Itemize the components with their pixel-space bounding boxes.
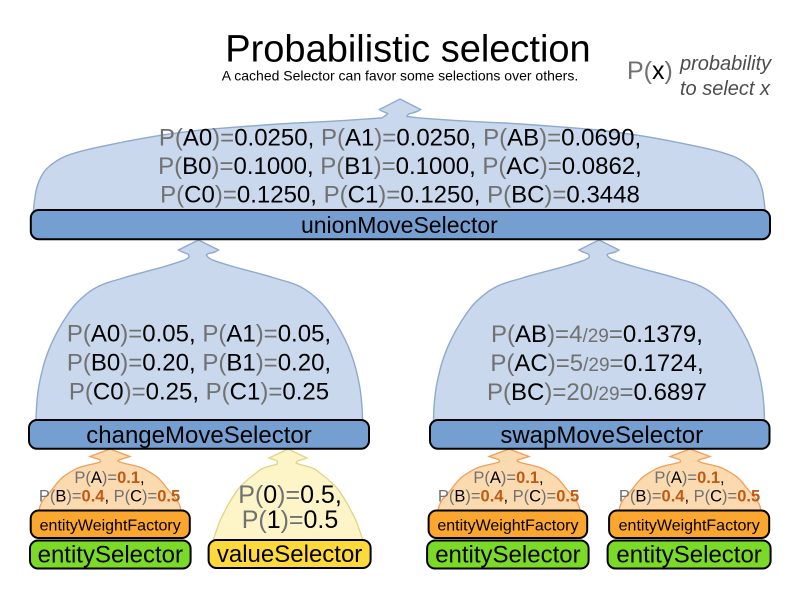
- svg-text:P(A)=0.1,: P(A)=0.1,: [473, 469, 543, 487]
- svg-text:P(x): P(x): [627, 57, 673, 85]
- svg-text:P(B)=0.4, P(C)=0.5: P(B)=0.4, P(C)=0.5: [39, 488, 180, 506]
- svg-text:P(0)=0.5,: P(0)=0.5,: [238, 481, 342, 509]
- svg-text:P(A)=0.1,: P(A)=0.1,: [74, 469, 144, 487]
- svg-text:A cached Selector can favor so: A cached Selector can favor some selecti…: [222, 68, 578, 84]
- svg-text:P(A)=0.1,: P(A)=0.1,: [654, 469, 724, 487]
- svg-text:P(A0)=0.0250, P(A1)=0.0250, P(: P(A0)=0.0250, P(A1)=0.0250, P(AB)=0.0690…: [159, 124, 641, 151]
- svg-text:entityWeightFactory: entityWeightFactory: [437, 518, 578, 535]
- svg-text:entitySelector: entitySelector: [38, 542, 183, 569]
- svg-text:P(AC)=5/29=0.1724,: P(AC)=5/29=0.1724,: [490, 350, 703, 377]
- svg-text:to select x: to select x: [680, 78, 771, 100]
- svg-text:changeMoveSelector: changeMoveSelector: [86, 422, 311, 449]
- svg-text:P(B0)=0.20, P(B1)=0.20,: P(B0)=0.20, P(B1)=0.20,: [67, 349, 331, 376]
- svg-text:P(BC)=20/29=0.6897: P(BC)=20/29=0.6897: [487, 379, 707, 406]
- svg-text:P(C0)=0.25, P(C1)=0.25: P(C0)=0.25, P(C1)=0.25: [69, 379, 329, 406]
- svg-text:Probabilistic selection: Probabilistic selection: [225, 29, 590, 71]
- svg-text:valueSelector: valueSelector: [217, 541, 362, 568]
- svg-text:entityWeightFactory: entityWeightFactory: [619, 518, 760, 535]
- svg-text:P(B)=0.4, P(C)=0.5: P(B)=0.4, P(C)=0.5: [438, 488, 579, 506]
- svg-text:entityWeightFactory: entityWeightFactory: [40, 518, 181, 535]
- svg-text:P(1)=0.5: P(1)=0.5: [242, 506, 339, 534]
- svg-text:entitySelector: entitySelector: [616, 542, 761, 569]
- svg-text:P(C0)=0.1250, P(C1)=0.1250, P(: P(C0)=0.1250, P(C1)=0.1250, P(BC)=0.3448: [160, 182, 640, 209]
- svg-text:probability: probability: [679, 53, 772, 75]
- svg-text:unionMoveSelector: unionMoveSelector: [301, 212, 498, 238]
- svg-text:entitySelector: entitySelector: [435, 542, 580, 569]
- svg-text:P(B0)=0.1000, P(B1)=0.1000, P(: P(B0)=0.1000, P(B1)=0.1000, P(AC)=0.0862…: [158, 153, 642, 180]
- svg-text:P(A0)=0.05, P(A1)=0.05,: P(A0)=0.05, P(A1)=0.05,: [67, 320, 331, 347]
- svg-text:swapMoveSelector: swapMoveSelector: [500, 422, 703, 449]
- svg-text:P(AB)=4/29=0.1379,: P(AB)=4/29=0.1379,: [491, 321, 703, 348]
- svg-text:P(B)=0.4, P(C)=0.5: P(B)=0.4, P(C)=0.5: [619, 488, 760, 506]
